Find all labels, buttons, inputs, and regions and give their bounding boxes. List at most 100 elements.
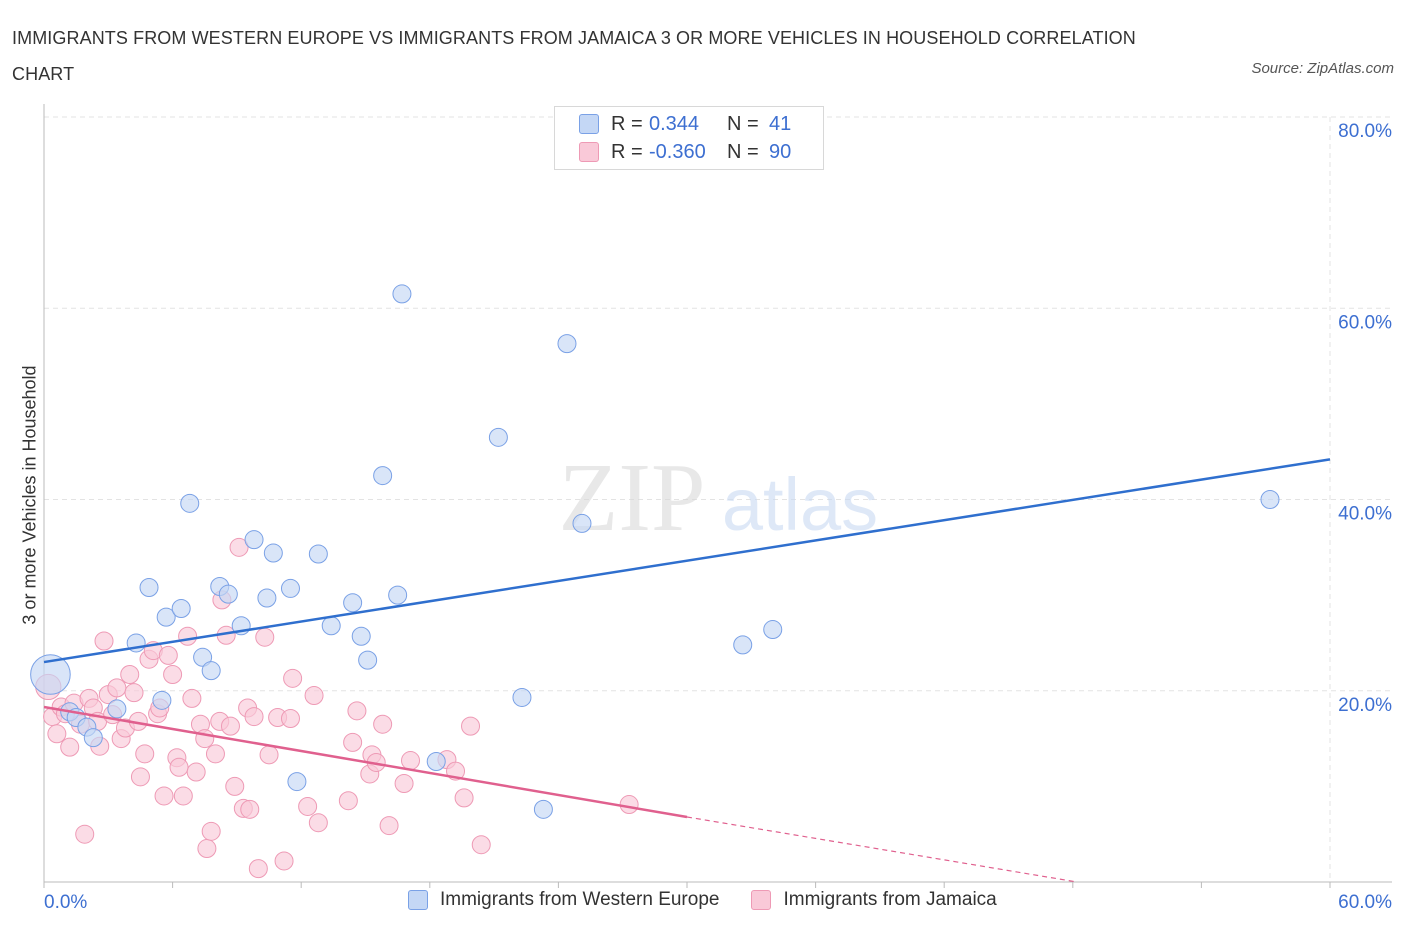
western-europe-point xyxy=(557,334,577,354)
grid-lines xyxy=(44,116,1392,882)
western-europe-point xyxy=(388,585,408,605)
jamaica-point xyxy=(124,683,144,703)
jamaica-point xyxy=(304,686,324,706)
western-europe-point xyxy=(488,427,508,447)
western-europe-point xyxy=(512,687,532,707)
correlation-legend: R = 0.344 N = 41 R = -0.360 N = 90 xyxy=(554,106,824,170)
jamaica-point xyxy=(454,788,474,808)
western-europe-point xyxy=(280,578,300,598)
legend-swatch-pink xyxy=(579,142,599,162)
legend-r-value: 0.344 xyxy=(649,112,700,135)
jamaica-point xyxy=(135,744,155,764)
jamaica-point xyxy=(308,813,328,833)
western-europe-point xyxy=(156,607,176,627)
western-europe-point xyxy=(763,620,783,640)
western-europe-point xyxy=(351,626,371,646)
legend-row-western-europe: R = 0.344 N = 41 xyxy=(579,111,791,137)
jamaica-point xyxy=(205,744,225,764)
jamaica-point xyxy=(201,821,221,841)
western-europe-point xyxy=(193,647,213,667)
jamaica-point xyxy=(298,796,318,816)
jamaica-point xyxy=(154,786,174,806)
jamaica-point xyxy=(220,716,240,736)
source-label: Source: ZipAtlas.com xyxy=(1251,60,1394,77)
western-europe-point xyxy=(244,530,264,550)
legend-n-label: N = xyxy=(727,112,759,135)
jamaica-point xyxy=(347,701,367,721)
western-europe-point xyxy=(426,752,446,772)
jamaica-point xyxy=(225,776,245,796)
jamaica-point xyxy=(107,678,127,698)
jamaica-point xyxy=(47,724,67,744)
x-tick-label-min: 0.0% xyxy=(44,892,87,913)
jamaica-point xyxy=(173,786,193,806)
western-europe-point xyxy=(308,544,328,564)
y-axis-label: 3 or more Vehicles in Household xyxy=(19,365,40,625)
jamaica-point xyxy=(197,839,217,859)
chart-title: IMMIGRANTS FROM WESTERN EUROPE VS IMMIGR… xyxy=(12,28,1136,84)
series-legend-western-europe: Immigrants from Western Europe xyxy=(408,889,719,911)
jamaica-point xyxy=(130,767,150,787)
western-europe-points xyxy=(30,284,1280,819)
jamaica-point xyxy=(178,626,198,646)
trend-lines xyxy=(43,458,1331,883)
legend-n-value: 90 xyxy=(769,140,792,163)
western-europe-point xyxy=(287,772,307,792)
jamaica-point xyxy=(274,851,294,871)
jamaica-point xyxy=(343,732,363,752)
jamaica-trend-extension xyxy=(686,816,1078,883)
western-europe-point xyxy=(139,577,159,597)
watermark: ZIP atlas xyxy=(559,444,879,552)
legend-n-value: 41 xyxy=(769,112,792,135)
jamaica-point xyxy=(75,824,95,844)
jamaica-point xyxy=(182,688,202,708)
watermark-zip: ZIP xyxy=(559,444,706,552)
series-label-western-europe: Immigrants from Western Europe xyxy=(440,889,720,910)
y-tick-label: 40.0% xyxy=(1338,504,1392,525)
western-europe-point xyxy=(218,584,238,604)
western-europe-point xyxy=(201,661,221,681)
jamaica-point xyxy=(338,791,358,811)
jamaica-point xyxy=(163,664,183,684)
western-europe-point xyxy=(30,654,71,695)
series-legend: Immigrants from Western Europe Immigrant… xyxy=(408,889,1029,911)
jamaica-point xyxy=(373,714,393,734)
western-europe-point xyxy=(373,466,393,486)
legend-r-value: -0.360 xyxy=(649,140,706,163)
western-europe-point xyxy=(392,284,412,304)
watermark-atlas: atlas xyxy=(722,463,878,546)
western-europe-point xyxy=(733,635,753,655)
tick-labels: 20.0% 40.0% 60.0% 80.0% 0.0% 60.0% xyxy=(44,121,1392,913)
jamaica-point xyxy=(283,668,303,688)
western-europe-point xyxy=(533,799,553,819)
western-europe-point xyxy=(171,599,191,619)
series-legend-jamaica: Immigrants from Jamaica xyxy=(751,889,997,911)
western-europe-point xyxy=(180,493,200,513)
jamaica-point xyxy=(401,751,421,771)
x-tick-label-max: 60.0% xyxy=(1338,892,1392,913)
jamaica-trend-line xyxy=(43,705,688,819)
western-europe-point xyxy=(152,690,172,710)
jamaica-point xyxy=(240,799,260,819)
jamaica-point xyxy=(255,627,275,647)
legend-r-label: R = xyxy=(611,140,643,163)
jamaica-point xyxy=(94,631,114,651)
series-label-jamaica: Immigrants from Jamaica xyxy=(783,889,997,910)
legend-r-label: R = xyxy=(611,112,643,135)
jamaica-point xyxy=(158,645,178,665)
western-europe-point xyxy=(343,593,363,613)
jamaica-point xyxy=(248,859,268,879)
western-europe-trend-line xyxy=(43,458,1331,664)
jamaica-point xyxy=(60,737,80,757)
western-europe-point xyxy=(107,699,127,719)
legend-n-label: N = xyxy=(727,140,759,163)
jamaica-points xyxy=(35,537,639,879)
legend-row-jamaica: R = -0.360 N = 90 xyxy=(579,139,791,165)
y-tick-label: 80.0% xyxy=(1338,121,1392,142)
y-tick-label: 20.0% xyxy=(1338,695,1392,716)
western-europe-point xyxy=(263,543,283,563)
jamaica-point xyxy=(186,762,206,782)
jamaica-point xyxy=(379,816,399,836)
jamaica-point xyxy=(259,745,279,765)
